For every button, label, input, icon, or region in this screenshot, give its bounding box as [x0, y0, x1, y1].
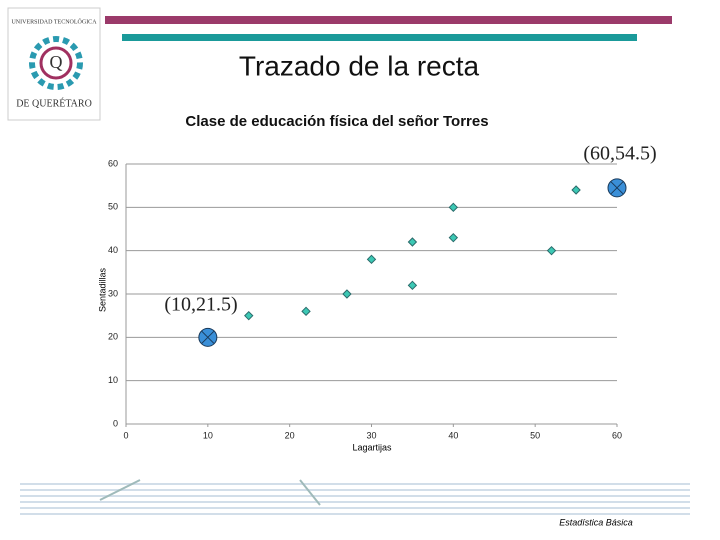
y-tick-label: 0 [113, 418, 118, 428]
logo-inner [39, 46, 73, 80]
annotation: (60,54.5) [583, 143, 656, 165]
annotation: (10,21.5) [164, 294, 237, 316]
y-tick-label: 30 [108, 288, 118, 298]
x-tick-label: 60 [612, 430, 622, 440]
point [342, 289, 352, 299]
slide-title: Trazado de la recta [239, 50, 480, 81]
second-bar [122, 34, 637, 41]
y-tick-label: 60 [108, 158, 118, 168]
highlight-point [607, 178, 627, 198]
x-axis-label: Lagartijas [352, 442, 392, 452]
logo-frame [7, 7, 101, 121]
x-tick-label: 0 [123, 430, 128, 440]
logo-ring [29, 36, 83, 90]
logo-bottom: DE QUERÉTARO [16, 97, 92, 109]
point [571, 185, 581, 195]
point [301, 306, 311, 317]
highlight-cross [610, 181, 624, 195]
point [546, 245, 557, 256]
y-axis-label: Sentadillas [97, 267, 107, 312]
y-tick-label: 10 [108, 375, 118, 385]
footer-decoration [20, 479, 690, 515]
y-tick-label: 20 [108, 332, 118, 342]
chart-title: Clase de educación física del señor Torr… [185, 113, 488, 130]
x-tick-label: 50 [530, 430, 540, 440]
top-bar [105, 16, 672, 24]
y-tick-label: 40 [108, 245, 118, 255]
logo: Q UNIVERSIDAD TECNOLÓGICA DE QUERÉTARO [7, 7, 101, 121]
x-tick-label: 10 [203, 430, 213, 440]
point [366, 254, 377, 265]
footer: Estadística Básica [559, 517, 633, 527]
point [407, 237, 418, 247]
x-tick-label: 30 [366, 430, 376, 440]
logo-letter: Q [50, 52, 63, 72]
x-tick-label: 20 [285, 430, 295, 440]
highlight-cross [201, 330, 215, 344]
point [244, 310, 254, 321]
y-tick-label: 50 [108, 202, 118, 212]
logo-top: UNIVERSIDAD TECNOLÓGICA [11, 17, 97, 25]
x-tick-label: 40 [448, 430, 458, 440]
point [448, 202, 459, 213]
point [448, 232, 459, 243]
highlight-point [198, 327, 218, 347]
point [407, 280, 418, 291]
